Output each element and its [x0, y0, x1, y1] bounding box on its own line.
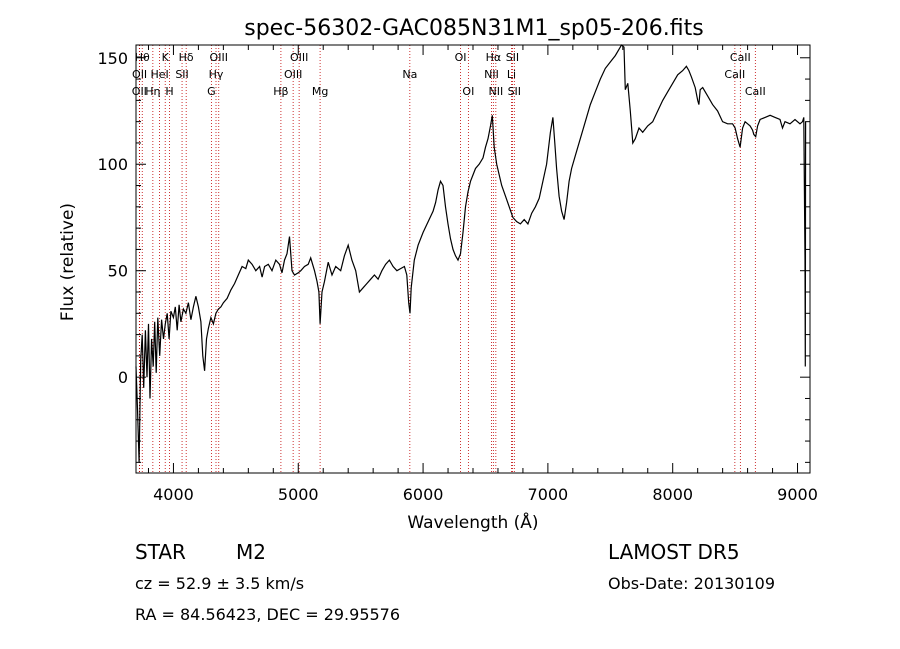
- marker-label-3: Hη: [145, 85, 160, 98]
- marker-label-20: Hα: [486, 51, 502, 64]
- marker-label-12: Hβ: [273, 85, 288, 98]
- obs-date: Obs-Date: 20130109: [608, 574, 776, 593]
- y-tick-label-1: 50: [108, 262, 128, 281]
- spectrum-series-line: [135, 44, 807, 463]
- marker-label-15: Mg: [312, 85, 328, 98]
- marker-label-24: SII: [508, 85, 521, 98]
- survey-label: LAMOST DR5: [608, 540, 740, 564]
- x-tick-label-4: 8000: [652, 485, 693, 504]
- y-axis-label: Flux (relative): [58, 203, 78, 321]
- marker-label-27: CaII: [745, 85, 766, 98]
- redshift-info: cz = 52.9 ± 3.5 km/s: [135, 574, 305, 593]
- marker-label-16: Na: [402, 68, 417, 81]
- y-axis-ticks: 0 50 100 150: [97, 49, 810, 463]
- x-axis-label: Wavelength (Å): [407, 511, 538, 533]
- marker-label-13: OIII: [284, 68, 302, 81]
- plot-frame: [135, 44, 811, 474]
- marker-label-6: H: [165, 85, 173, 98]
- marker-label-7: SII: [175, 68, 188, 81]
- object-subclass: M2: [236, 540, 266, 564]
- x-tick-label-2: 6000: [403, 485, 444, 504]
- y-tick-label-2: 100: [97, 155, 128, 174]
- x-tick-label-3: 7000: [528, 485, 569, 504]
- marker-label-11: OIII: [210, 51, 228, 64]
- line-marker-labels: OIIOIIHθHηHeIKHSIIHδGHγOIIIHβOIIIOIIIMgN…: [132, 51, 766, 98]
- y-tick-label-3: 150: [97, 49, 128, 68]
- marker-label-10: Hγ: [209, 68, 224, 81]
- marker-label-19: NII: [484, 68, 499, 81]
- marker-label-5: K: [162, 51, 170, 64]
- marker-label-8: Hδ: [179, 51, 194, 64]
- coordinates: RA = 84.56423, DEC = 29.95576: [135, 605, 401, 624]
- marker-label-4: HeI: [150, 68, 168, 81]
- line-markers: [138, 45, 756, 473]
- marker-label-26: CaII: [730, 51, 751, 64]
- marker-label-17: OI: [455, 51, 467, 64]
- marker-label-25: CaII: [724, 68, 745, 81]
- marker-label-18: OI: [462, 85, 474, 98]
- marker-label-14: OIII: [290, 51, 308, 64]
- x-axis-ticks: 4000 5000 6000 7000 8000 9000: [147, 45, 818, 504]
- x-tick-label-1: 5000: [278, 485, 319, 504]
- x-tick-label-0: 4000: [153, 485, 194, 504]
- object-class: STAR: [135, 540, 186, 564]
- marker-label-23: SII: [506, 51, 519, 64]
- marker-label-21: NII: [488, 85, 503, 98]
- marker-label-22: Li: [507, 68, 516, 81]
- marker-label-9: G: [207, 85, 216, 98]
- y-tick-label-0: 0: [118, 368, 128, 387]
- chart-title: spec-56302-GAC085N31M1_sp05-206.fits: [244, 16, 704, 41]
- x-tick-label-5: 9000: [777, 485, 818, 504]
